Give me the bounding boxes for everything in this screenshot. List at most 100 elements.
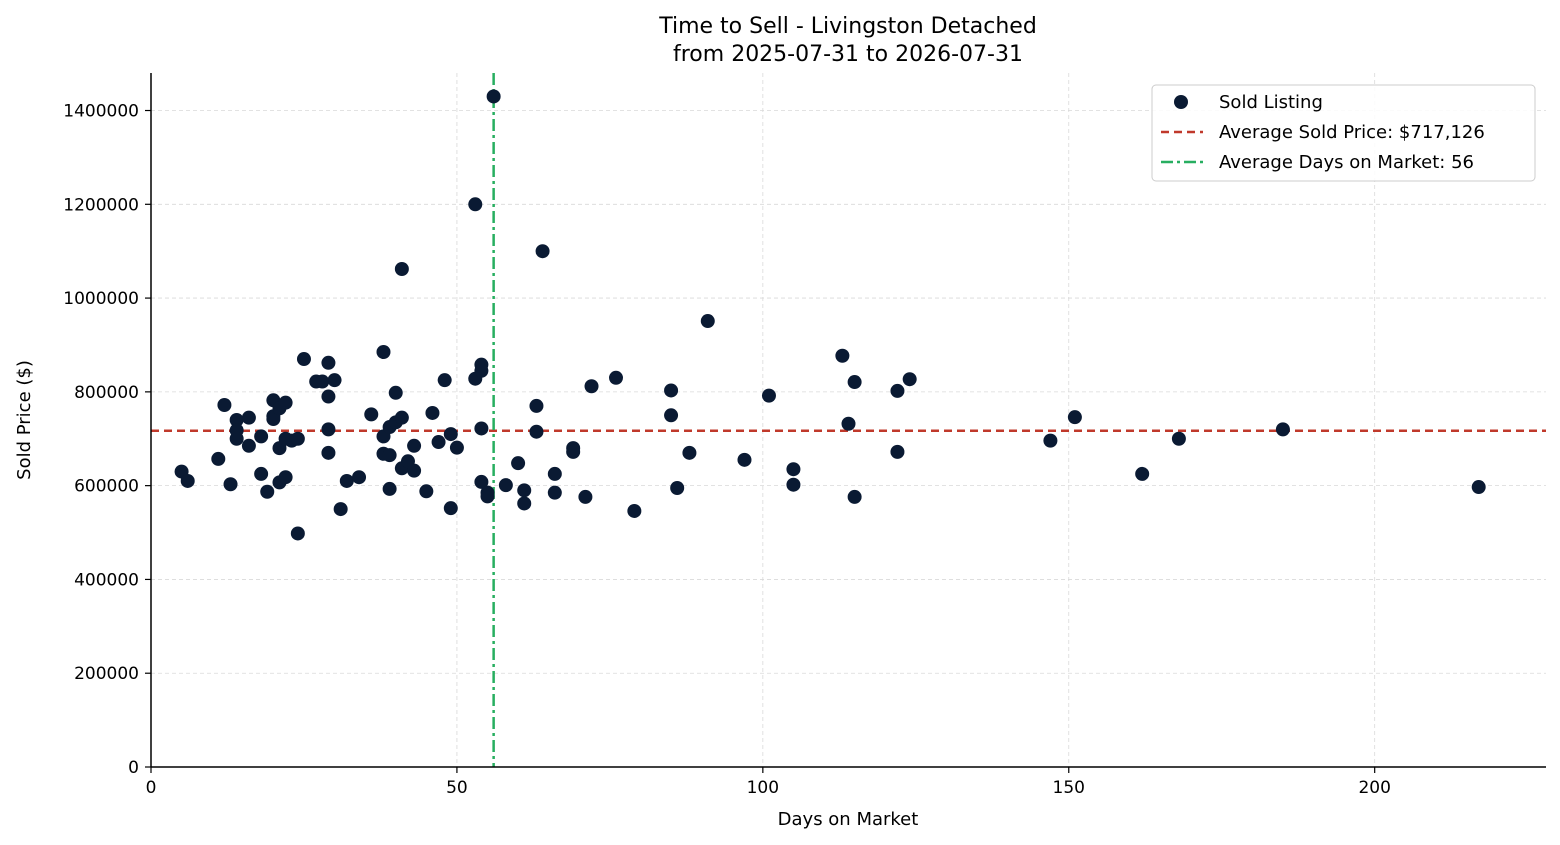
data-point [382,448,397,463]
data-point [437,373,452,388]
data-point [511,456,526,471]
y-tick-label: 200000 [74,664,139,684]
data-point [290,526,305,541]
legend-marker-sold-listing [1174,95,1188,109]
data-point [786,462,801,477]
data-point [254,429,269,444]
chart-title: Time to Sell - Livingston Detached [658,14,1037,39]
data-point [578,489,593,504]
x-tick-label: 0 [146,778,157,798]
data-point [333,502,348,517]
data-point [443,427,458,442]
data-point [180,473,195,488]
data-point [664,408,679,423]
data-point [700,314,715,329]
data-point [260,484,275,499]
data-point [296,352,311,367]
data-point [627,503,642,518]
data-point [584,379,599,394]
y-tick-label: 600000 [74,477,139,497]
data-point [835,348,850,363]
data-point [547,466,562,481]
data-point [890,444,905,459]
data-point [315,374,330,389]
reference-lines [151,73,1546,767]
data-point [419,484,434,499]
data-point [431,435,446,450]
axes [150,73,1546,768]
legend-label-sold-listing: Sold Listing [1219,92,1323,113]
data-point [517,483,532,498]
data-point [229,431,244,446]
data-point [388,385,403,400]
data-point [254,466,269,481]
y-tick-label: 1400000 [63,102,139,122]
legend-label-avg-price: Average Sold Price: $717,126 [1219,122,1485,143]
data-point [847,489,862,504]
y-tick-label: 0 [128,758,139,778]
data-point [761,388,776,403]
data-point [211,451,226,466]
data-point [278,470,293,485]
data-point [352,470,367,485]
y-axis-label: Sold Price ($) [14,360,35,480]
data-point [223,477,238,492]
data-point [229,413,244,427]
legend: Sold Listing Average Sold Price: $717,12… [1151,84,1536,182]
data-point [394,262,409,277]
data-point [1171,431,1186,446]
data-point [682,445,697,460]
data-point [443,501,458,516]
data-point [529,424,544,439]
data-point [890,383,905,398]
data-point [1043,433,1058,448]
data-point [364,407,379,422]
data-point [1275,422,1290,437]
y-tick-label: 800000 [74,383,139,403]
data-point [394,410,409,425]
tick-labels: 0 50 100 150 200 0 200000 400000 600000 800000 100… [63,102,1391,798]
data-point [241,438,256,453]
data-point [321,445,336,460]
data-point [1067,410,1082,425]
data-point [321,389,336,404]
data-point [566,444,581,459]
x-tick-label: 100 [747,778,779,798]
data-point [841,416,856,431]
data-point [382,481,397,496]
data-point [847,375,862,390]
x-axis-label: Days on Market [778,809,919,830]
data-point [535,244,550,259]
data-point [449,440,464,455]
data-point [321,422,336,437]
data-point [664,383,679,398]
data-point [327,373,342,388]
data-point [529,398,544,413]
legend-box [1151,84,1536,182]
data-point [407,438,422,453]
y-tick-label: 1200000 [63,195,139,215]
data-point [217,397,232,412]
data-point [517,496,532,511]
data-point [786,477,801,492]
data-point [376,345,391,360]
data-point [278,395,293,410]
data-points [174,89,1486,541]
y-tick-label: 400000 [74,570,139,590]
data-point [1471,480,1486,495]
data-point [737,452,752,467]
data-point [266,412,281,427]
data-point [670,480,685,495]
data-point [425,405,440,420]
data-point [339,473,354,488]
data-point [468,197,483,212]
data-point [321,355,336,370]
y-tick-label: 1000000 [63,289,139,309]
data-point [407,463,422,478]
data-point [474,421,489,436]
data-point [474,363,489,378]
data-point [547,485,562,500]
x-tick-label: 200 [1358,778,1390,798]
data-point [241,410,256,425]
chart-subtitle: from 2025-07-31 to 2026-07-31 [673,42,1023,67]
